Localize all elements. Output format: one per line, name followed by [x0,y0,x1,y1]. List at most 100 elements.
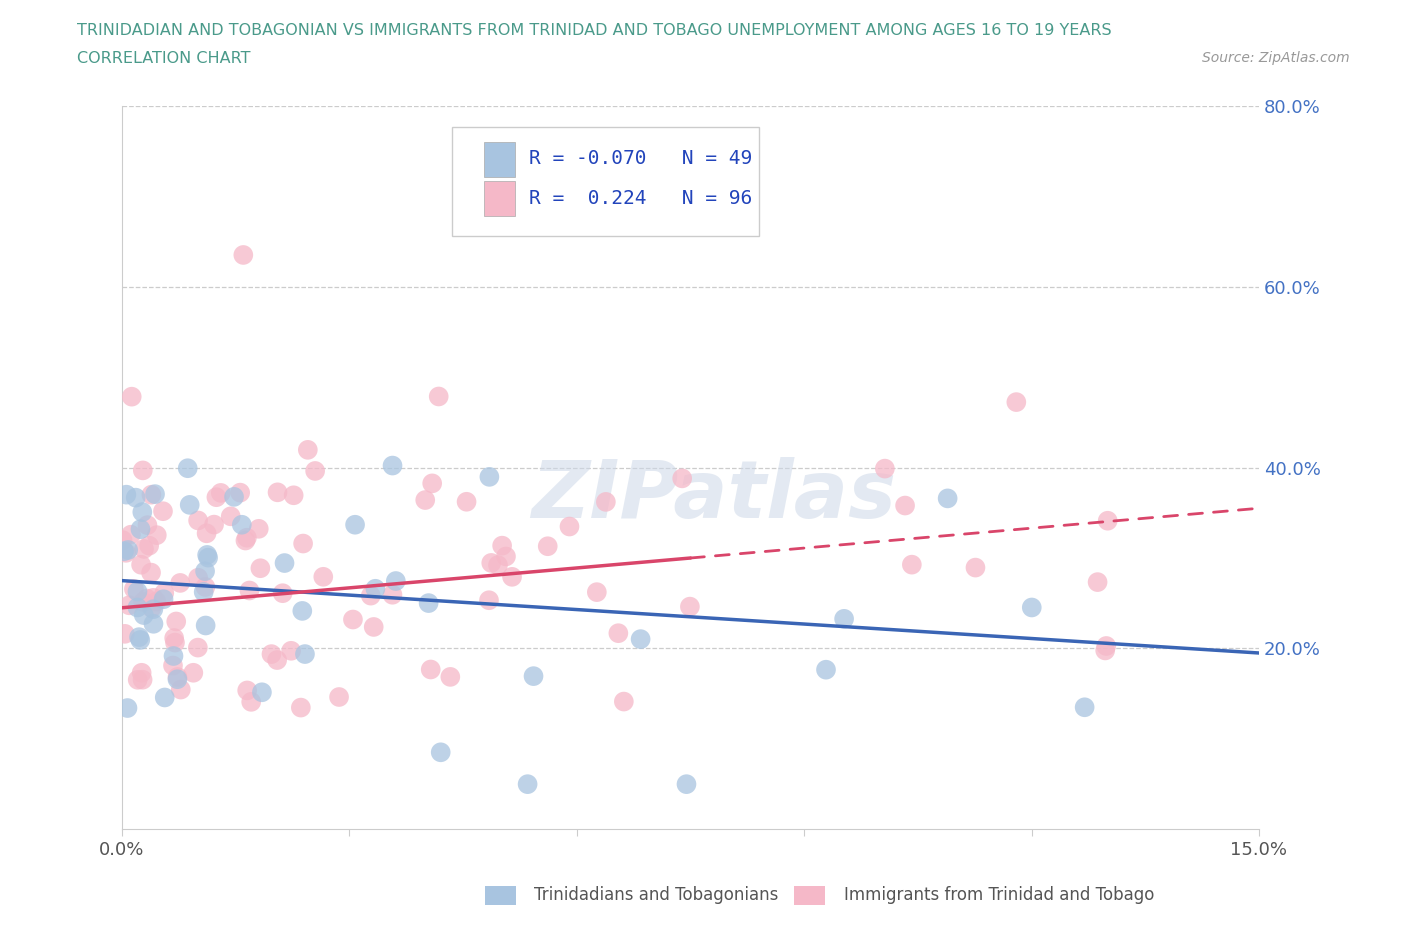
Point [273,555,295,570]
Point [193,585,215,600]
Point [112,544,135,559]
Point [360,588,382,603]
Point [965,560,987,575]
Point [135,591,157,606]
Point [163,635,186,650]
Point [385,574,408,589]
Point [558,519,581,534]
Point [235,533,257,548]
Point [131,505,153,520]
Text: R =  0.224   N = 96: R = 0.224 N = 96 [529,189,752,207]
Point [117,700,139,715]
Point [219,509,242,524]
Point [136,518,159,533]
Point [187,513,209,528]
Point [131,672,153,687]
Point [194,618,217,633]
Point [495,549,517,564]
Bar [484,142,516,177]
Point [240,695,263,710]
Point [1095,639,1118,654]
Point [209,485,232,500]
Text: Immigrants from Trinidad and Tobago: Immigrants from Trinidad and Tobago [844,885,1154,904]
Bar [484,181,516,216]
Point [187,570,209,585]
Point [595,495,617,510]
Point [675,777,697,791]
Point [537,538,560,553]
Point [132,541,155,556]
Point [280,644,302,658]
Point [1087,575,1109,590]
Point [165,614,187,629]
Point [117,542,139,557]
Point [814,662,837,677]
Text: ZIPatlas: ZIPatlas [530,458,896,536]
Point [139,565,162,580]
Point [128,630,150,644]
Point [169,576,191,591]
Point [312,569,335,584]
Point [936,491,959,506]
Point [120,527,142,542]
Point [439,670,461,684]
Point [894,498,917,513]
Point [142,617,165,631]
Point [292,536,315,551]
Point [127,600,149,615]
Point [238,583,260,598]
Point [266,485,288,499]
Point [229,485,252,500]
Point [153,585,176,600]
Point [231,517,253,532]
Point [418,595,440,610]
Point [183,665,205,680]
Point [162,658,184,673]
Point [132,463,155,478]
Point [170,682,193,697]
Point [456,495,478,510]
Point [115,487,138,502]
Point [163,631,186,645]
Point [1097,513,1119,528]
Point [419,662,441,677]
Point [125,490,148,505]
Point [143,486,166,501]
Point [491,538,513,553]
Point [381,458,404,473]
Point [297,443,319,458]
Point [146,527,169,542]
Point [271,586,294,601]
Point [121,390,143,405]
Point [118,598,141,613]
Point [486,558,509,573]
Point [630,631,652,646]
Point [236,683,259,698]
Point [429,745,451,760]
Point [141,487,163,502]
Point [260,646,283,661]
Point [478,592,501,607]
Point [138,538,160,553]
Point [290,700,312,715]
Point [114,627,136,642]
Point [152,591,174,606]
Point [478,470,501,485]
Point [363,619,385,634]
Point [522,669,544,684]
Point [132,594,155,609]
Point [222,489,245,504]
Point [250,684,273,699]
Point [179,498,201,512]
Point [202,517,225,532]
Text: R = -0.070   N = 49: R = -0.070 N = 49 [529,149,752,168]
Point [1094,643,1116,658]
Point [166,671,188,686]
Point [427,389,450,404]
Point [177,460,200,475]
Point [304,463,326,478]
Point [344,517,367,532]
Point [232,247,254,262]
Point [1021,600,1043,615]
Point [249,561,271,576]
